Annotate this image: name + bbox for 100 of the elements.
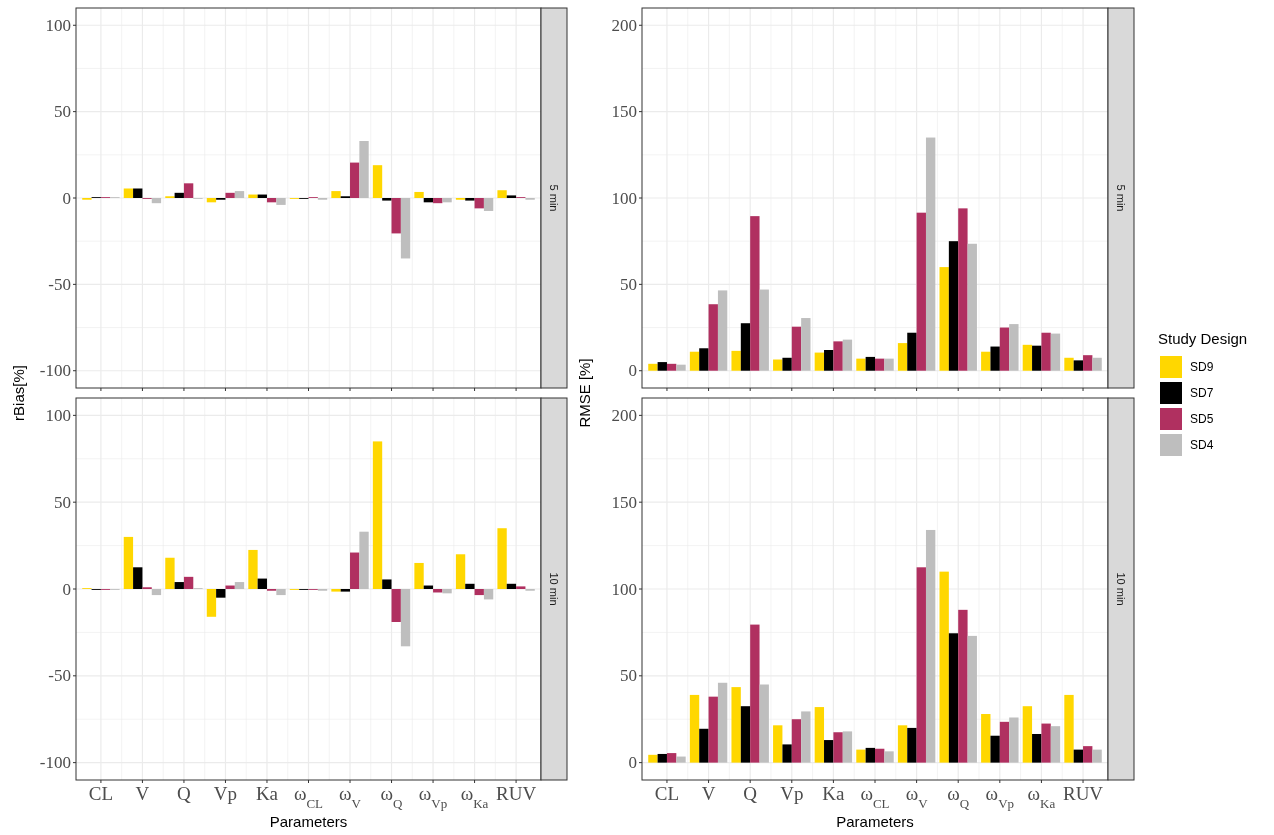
bar xyxy=(884,358,894,371)
bar xyxy=(773,359,783,371)
legend-label: SD7 xyxy=(1190,386,1214,400)
bar xyxy=(165,557,175,589)
bar xyxy=(382,198,392,201)
bar xyxy=(350,162,360,198)
bar xyxy=(925,137,936,371)
bar xyxy=(174,582,184,589)
bar xyxy=(123,536,134,589)
bar xyxy=(676,756,686,763)
x-tick-label: RUV xyxy=(1062,783,1104,804)
bar xyxy=(824,740,834,763)
bar xyxy=(516,586,526,589)
x-tick-label: Vp xyxy=(780,783,804,804)
x-axis-title: Parameters xyxy=(836,813,914,830)
x-tick-label: RUV xyxy=(496,783,537,804)
bar xyxy=(791,719,802,763)
bar xyxy=(925,529,936,763)
bar xyxy=(875,358,885,371)
bar xyxy=(474,198,484,209)
bar xyxy=(1050,726,1061,763)
x-axis-title: Parameters xyxy=(269,813,348,830)
bar xyxy=(1032,733,1042,763)
bar xyxy=(731,350,741,371)
bar xyxy=(833,732,843,763)
bar xyxy=(782,357,792,371)
x-tick-label: Ka xyxy=(255,783,279,804)
bar xyxy=(133,567,143,589)
bar xyxy=(483,589,494,600)
bar xyxy=(657,753,667,763)
x-tick-label: ω$_{CL}$ xyxy=(860,783,890,811)
bar xyxy=(1009,324,1019,371)
x-tick-label: ω$_{Q}$ xyxy=(380,783,404,811)
x-tick-label: Q xyxy=(743,783,758,804)
bar xyxy=(340,589,351,592)
bar xyxy=(1050,333,1061,371)
bar xyxy=(1083,746,1093,763)
bar xyxy=(648,754,658,763)
bar xyxy=(465,198,475,201)
bar xyxy=(981,351,991,371)
bar xyxy=(740,706,751,763)
bar xyxy=(999,721,1010,763)
bar xyxy=(1022,344,1033,371)
bar xyxy=(174,192,184,198)
y-tick-label: 0 xyxy=(628,753,637,773)
bar xyxy=(206,198,217,203)
bar xyxy=(708,304,718,371)
bar xyxy=(689,694,700,763)
bar xyxy=(740,323,751,371)
bar xyxy=(266,198,277,203)
x-tick-label: ω$_{Ka}$ xyxy=(460,783,489,811)
bar xyxy=(948,633,959,763)
bar xyxy=(907,332,917,371)
bar xyxy=(999,327,1010,371)
bar xyxy=(759,289,769,371)
bar xyxy=(506,195,517,198)
legend-label: SD5 xyxy=(1190,412,1214,426)
bar xyxy=(814,707,825,763)
bar xyxy=(708,696,718,763)
bar xyxy=(1073,749,1084,763)
bar xyxy=(359,531,369,589)
bar xyxy=(151,198,162,204)
y-tick-label: -100 xyxy=(39,753,71,773)
bar xyxy=(206,589,217,617)
bar xyxy=(151,589,162,596)
bar xyxy=(958,609,968,763)
bar xyxy=(1041,332,1051,371)
bar xyxy=(248,194,258,198)
bar xyxy=(497,528,507,589)
bar xyxy=(842,731,853,763)
bar xyxy=(276,589,286,596)
bar xyxy=(183,576,194,589)
bar xyxy=(248,549,258,589)
x-tick-label: CL xyxy=(654,783,680,804)
bar xyxy=(948,241,959,371)
bar xyxy=(884,751,894,763)
bar xyxy=(958,208,968,371)
bar xyxy=(717,682,728,763)
bar xyxy=(1092,357,1102,371)
y-tick-label: -50 xyxy=(48,666,71,686)
y-tick-label: 0 xyxy=(62,579,71,599)
bar xyxy=(474,589,484,596)
bar xyxy=(907,727,917,763)
bar xyxy=(414,191,424,198)
x-tick-label: Ka xyxy=(822,783,846,804)
x-tick-label: V xyxy=(135,783,150,804)
y-tick-label: 50 xyxy=(54,102,71,122)
bar xyxy=(497,190,507,198)
x-tick-label: CL xyxy=(88,783,114,804)
bar xyxy=(773,725,783,763)
bar xyxy=(897,725,908,763)
bar xyxy=(791,326,802,371)
x-tick-label: Q xyxy=(177,783,192,804)
x-tick-label: ω$_{V}$ xyxy=(339,783,362,811)
bar xyxy=(1083,355,1093,371)
y-tick-label: 100 xyxy=(611,579,637,599)
bar xyxy=(123,188,134,198)
bar xyxy=(442,589,452,594)
bar xyxy=(506,583,517,589)
bar xyxy=(1041,723,1051,763)
